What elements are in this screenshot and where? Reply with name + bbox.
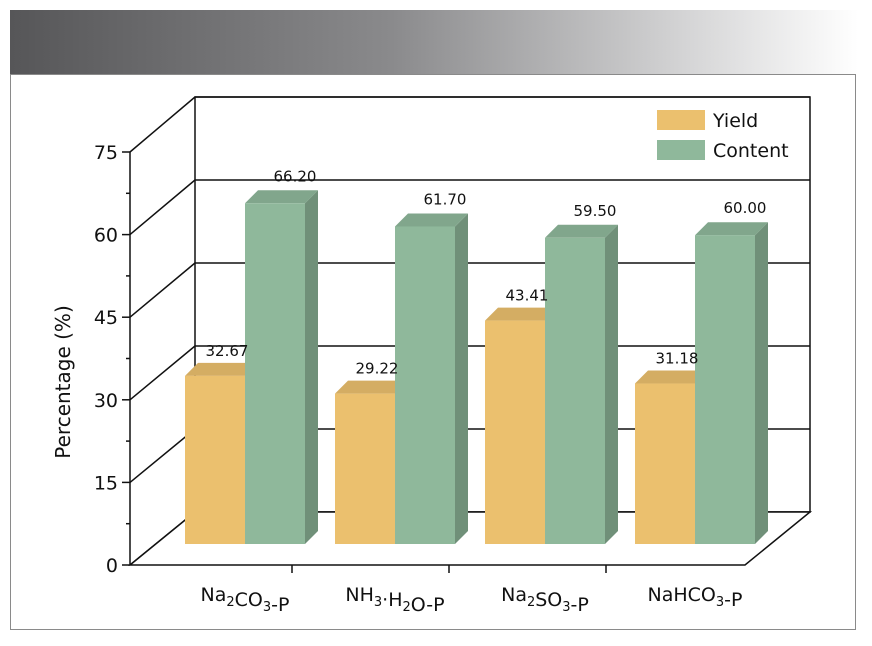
bar-side-face — [605, 224, 618, 545]
category-text: ·H — [382, 589, 402, 611]
category-text: NH — [345, 584, 374, 606]
bar-top-face — [335, 380, 408, 394]
legend-swatch-yield — [657, 110, 705, 130]
y-tick-label: 15 — [94, 472, 118, 494]
category-text: -P — [271, 594, 289, 616]
data-label: 29.22 — [356, 360, 399, 378]
category-text: SO — [535, 589, 562, 611]
category-subscript: 3 — [263, 600, 271, 615]
legend-swatch-content — [657, 140, 705, 160]
bar-content — [545, 224, 618, 545]
bar-front-face — [695, 235, 755, 544]
data-label: 66.20 — [274, 167, 317, 185]
bar-top-face — [395, 213, 468, 227]
legend-label-content: Content — [713, 140, 789, 162]
category-label: Na2CO3-P — [201, 584, 290, 616]
category-text: Na — [501, 584, 527, 606]
side-gridline — [129, 179, 196, 236]
bar-front-face — [245, 203, 305, 545]
category-label: Na2SO3-P — [501, 584, 589, 616]
bar-content — [395, 213, 468, 544]
category-subscript: 2 — [527, 595, 535, 610]
chart-frame — [10, 74, 856, 630]
category-subscript: 3 — [374, 595, 382, 610]
side-gridline — [129, 428, 196, 483]
y-tick-label: 45 — [94, 307, 118, 329]
bar-front-face — [335, 393, 395, 544]
category-label: NH3·H2O-P — [345, 584, 444, 616]
legend-label-yield: Yield — [712, 110, 758, 132]
category-text: -P — [571, 594, 589, 616]
bar-front-face — [395, 226, 455, 544]
bar-content — [245, 190, 318, 545]
data-label: 43.41 — [506, 287, 549, 305]
bar-side-face — [755, 222, 768, 544]
side-gridline — [129, 262, 196, 318]
header-bar — [10, 10, 858, 74]
y-tick-label: 0 — [106, 555, 118, 577]
bar-top-face — [635, 370, 708, 384]
bar-top-face — [485, 307, 558, 321]
category-text: CO — [235, 589, 263, 611]
category-text: NaHCO — [648, 584, 716, 606]
side-gridline — [129, 345, 196, 401]
category-subscript: 3 — [562, 600, 570, 615]
bar-front-face — [485, 320, 545, 544]
y-tick-label: 30 — [94, 390, 118, 412]
bar-top-face — [695, 222, 768, 236]
bar-top-face — [185, 362, 258, 376]
bar-top-face — [245, 190, 318, 204]
side-gridline — [129, 96, 196, 153]
category-label: NaHCO3-P — [648, 584, 743, 611]
category-subscript: 2 — [403, 600, 411, 615]
category-text: -P — [724, 589, 742, 611]
category-text: O-P — [411, 594, 445, 616]
category-subscript: 3 — [716, 595, 724, 610]
data-label: 32.67 — [206, 342, 249, 360]
y-tick-label: 75 — [94, 142, 118, 164]
bar-front-face — [545, 237, 605, 545]
bar-side-face — [455, 213, 468, 544]
category-subscript: 2 — [226, 595, 234, 610]
data-label: 61.70 — [424, 190, 467, 208]
y-axis-title: Percentage (%) — [51, 305, 75, 458]
bar-front-face — [635, 383, 695, 544]
bar-top-face — [545, 224, 618, 238]
bar-front-face — [185, 375, 245, 544]
bar-content — [695, 222, 768, 544]
data-label: 59.50 — [574, 202, 617, 220]
data-label: 60.00 — [724, 199, 767, 217]
y-tick-label: 60 — [94, 225, 118, 247]
data-label: 31.18 — [656, 350, 699, 368]
category-text: Na — [201, 584, 227, 606]
bar-side-face — [305, 190, 318, 545]
